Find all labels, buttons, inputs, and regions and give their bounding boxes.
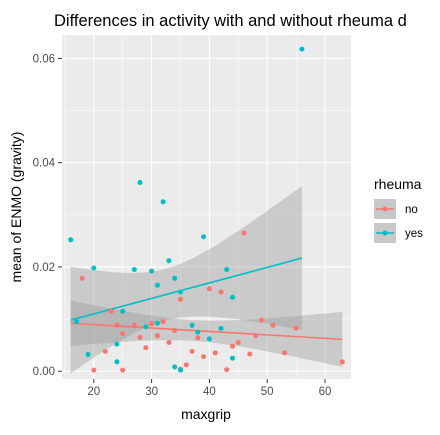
data-point-no bbox=[160, 319, 166, 325]
data-point-no bbox=[212, 350, 218, 356]
data-point-no bbox=[224, 367, 230, 373]
chart-title: Differences in activity with and without… bbox=[54, 12, 407, 30]
data-point-yes bbox=[114, 359, 120, 365]
legend-point-yes bbox=[382, 230, 388, 236]
data-point-yes bbox=[178, 289, 183, 295]
x-axis-label: maxgrip bbox=[181, 406, 231, 422]
data-point-yes bbox=[166, 258, 172, 264]
data-point-no bbox=[79, 275, 85, 281]
data-point-no bbox=[91, 367, 97, 373]
data-point-no bbox=[282, 350, 287, 356]
axis-layer: 20 30 40 50 60 0.00 0.02 0.04 0.06 bbox=[33, 53, 332, 398]
data-point-no bbox=[195, 335, 201, 341]
x-tick-label: 60 bbox=[319, 386, 332, 398]
data-point-yes bbox=[154, 320, 160, 326]
data-point-no bbox=[149, 321, 155, 327]
data-point-yes bbox=[68, 237, 74, 243]
data-point-no bbox=[293, 325, 299, 331]
y-tick-label: 0.00 bbox=[33, 366, 55, 378]
data-point-no bbox=[172, 328, 178, 333]
data-point-yes bbox=[178, 367, 183, 373]
y-axis-label: mean of ENMO (gravity) bbox=[8, 132, 24, 283]
data-point-yes bbox=[74, 319, 79, 325]
data-point-yes bbox=[85, 352, 91, 357]
data-point-yes bbox=[160, 199, 166, 205]
legend-keys: no yes bbox=[374, 199, 423, 243]
y-tick-label: 0.06 bbox=[33, 53, 55, 65]
data-point-no bbox=[253, 333, 259, 339]
data-point-no bbox=[131, 322, 137, 328]
data-point-no bbox=[166, 340, 172, 345]
data-point-yes bbox=[230, 294, 235, 300]
data-point-no bbox=[189, 348, 195, 354]
data-point-yes bbox=[114, 341, 120, 347]
data-point-yes bbox=[137, 180, 143, 185]
plot-panel bbox=[62, 35, 351, 379]
x-tick-label: 20 bbox=[87, 386, 100, 398]
legend-point-no bbox=[382, 206, 388, 212]
data-point-no bbox=[102, 348, 108, 354]
y-tick-label: 0.04 bbox=[33, 158, 56, 170]
data-point-yes bbox=[218, 325, 224, 331]
legend-label-yes: yes bbox=[405, 228, 423, 240]
data-point-yes bbox=[201, 234, 207, 240]
data-point-yes bbox=[143, 324, 149, 330]
data-point-no bbox=[108, 308, 114, 314]
data-point-no bbox=[120, 331, 126, 337]
data-point-no bbox=[270, 322, 276, 328]
data-point-no bbox=[247, 351, 253, 357]
data-point-no bbox=[206, 286, 212, 292]
data-point-no bbox=[143, 345, 149, 351]
data-point-no bbox=[258, 317, 264, 323]
data-point-yes bbox=[195, 329, 201, 335]
data-point-no bbox=[339, 359, 345, 365]
x-tick-label: 40 bbox=[203, 386, 216, 398]
data-point-yes bbox=[172, 275, 178, 281]
data-point-yes bbox=[154, 282, 160, 288]
data-point-no bbox=[178, 296, 183, 302]
data-point-no bbox=[241, 230, 247, 236]
data-point-yes bbox=[172, 364, 178, 370]
data-point-yes bbox=[120, 308, 126, 314]
data-point-no bbox=[137, 334, 143, 340]
data-point-no bbox=[154, 333, 160, 339]
legend: rheuma no yes bbox=[374, 176, 423, 243]
legend-title: rheuma bbox=[374, 176, 422, 192]
data-point-yes bbox=[230, 355, 235, 361]
data-point-no bbox=[218, 289, 224, 295]
x-tick-label: 50 bbox=[261, 386, 274, 398]
data-point-no bbox=[114, 322, 120, 328]
data-point-yes bbox=[189, 322, 195, 328]
data-point-no bbox=[201, 354, 207, 360]
data-point-no bbox=[183, 362, 189, 368]
data-point-no bbox=[235, 340, 241, 345]
data-point-yes bbox=[299, 46, 305, 52]
data-point-no bbox=[120, 367, 126, 373]
data-point-yes bbox=[206, 336, 212, 342]
data-point-yes bbox=[91, 265, 97, 271]
data-point-yes bbox=[131, 267, 137, 272]
point-layer bbox=[68, 46, 345, 373]
data-point-no bbox=[230, 343, 235, 349]
data-point-yes bbox=[224, 267, 230, 272]
x-tick-label: 30 bbox=[145, 386, 158, 398]
confidence-band-no bbox=[70, 300, 343, 367]
legend-label-no: no bbox=[405, 204, 418, 216]
y-tick-label: 0.02 bbox=[33, 262, 55, 274]
data-point-yes bbox=[149, 268, 155, 274]
